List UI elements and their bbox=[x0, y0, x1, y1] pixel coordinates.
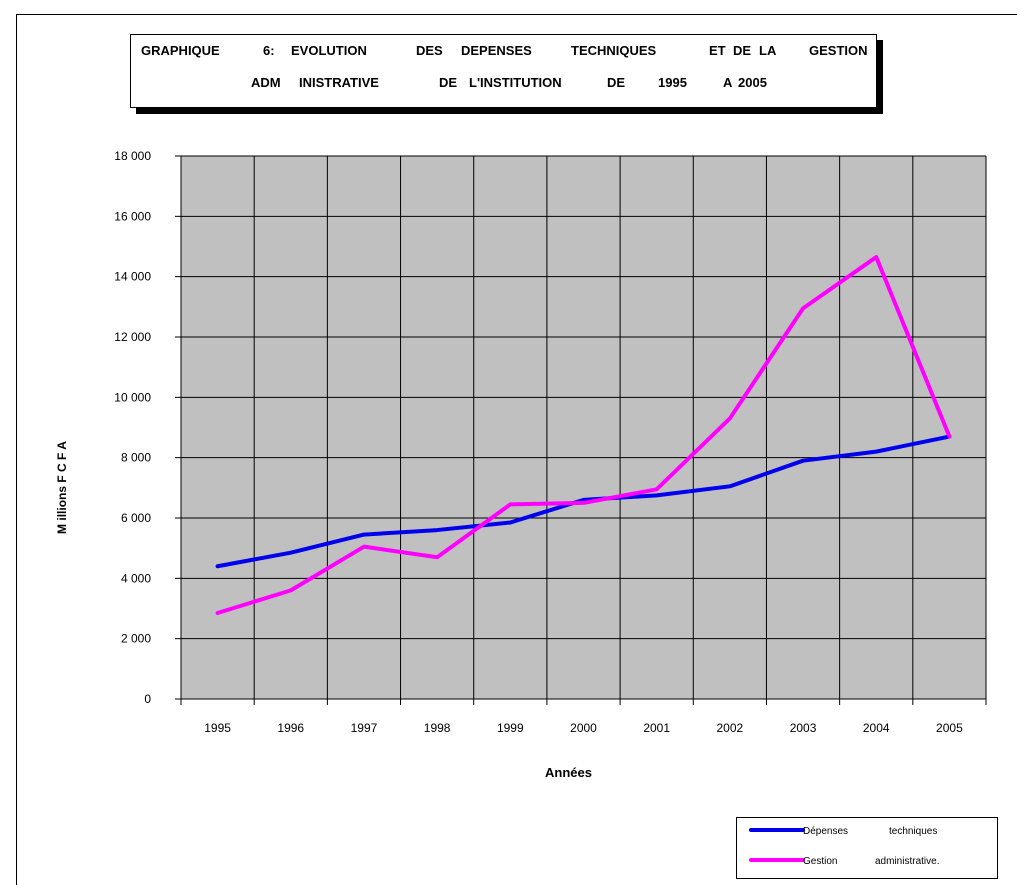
y-tick-label: 6 000 bbox=[121, 511, 151, 525]
title-word: DEPENSES bbox=[461, 43, 532, 58]
data-point bbox=[655, 487, 659, 491]
x-tick-label: 2000 bbox=[570, 721, 597, 735]
legend-label: techniques bbox=[889, 826, 937, 837]
x-tick-label: 2002 bbox=[717, 721, 744, 735]
x-tick-label: 2001 bbox=[643, 721, 670, 735]
data-point bbox=[582, 501, 585, 505]
title-word: INISTRATIVE bbox=[299, 75, 379, 90]
title-word: EVOLUTION bbox=[291, 43, 367, 58]
x-tick-label: 1995 bbox=[204, 721, 231, 735]
x-tick-label: 2004 bbox=[863, 721, 890, 735]
title-word: DE bbox=[439, 75, 457, 90]
data-point bbox=[216, 564, 220, 568]
title-word: 6: bbox=[263, 43, 275, 58]
data-point bbox=[728, 416, 732, 420]
data-point bbox=[947, 435, 951, 439]
title-word: LA bbox=[759, 43, 777, 58]
data-point bbox=[801, 459, 805, 463]
title-word: 2005 bbox=[738, 75, 767, 90]
data-point bbox=[655, 493, 659, 497]
data-point bbox=[874, 450, 878, 454]
x-tick-label: 2003 bbox=[790, 721, 817, 735]
title-word: GRAPHIQUE bbox=[141, 43, 220, 58]
x-tick-label: 2005 bbox=[936, 721, 963, 735]
data-point bbox=[362, 533, 366, 537]
y-tick-label: 8 000 bbox=[121, 451, 151, 465]
y-tick-label: 18 000 bbox=[114, 149, 151, 163]
y-tick-label: 12 000 bbox=[114, 330, 151, 344]
plot-area bbox=[181, 156, 986, 699]
data-point bbox=[582, 498, 585, 502]
legend-items: Dépenses techniques Gestion administrative. bbox=[749, 826, 939, 867]
x-tick-label: 1998 bbox=[424, 721, 451, 735]
title-word: DE bbox=[733, 43, 751, 58]
title-word: ADM bbox=[251, 75, 281, 90]
legend-label: administrative. bbox=[875, 856, 939, 867]
chart-frame bbox=[16, 14, 1017, 885]
data-point bbox=[289, 588, 293, 592]
title-word: TECHNIQUES bbox=[571, 43, 657, 58]
x-axis-title: Années bbox=[545, 765, 592, 780]
chart-title: GRAPHIQUE 6: EVOLUTION DES DEPENSES TECHNIQUE… bbox=[141, 43, 868, 90]
chart-title-box: GRAPHIQUE 6: EVOLUTION DES DEPENSES TECHNIQUE… bbox=[130, 34, 877, 108]
data-point bbox=[435, 555, 439, 559]
data-point bbox=[508, 502, 512, 506]
title-word: L'INSTITUTION bbox=[469, 75, 562, 90]
x-tick-label: 1999 bbox=[497, 721, 524, 735]
data-point bbox=[289, 551, 293, 555]
data-point bbox=[216, 611, 220, 615]
y-tick-label: 4 000 bbox=[121, 571, 151, 585]
y-axis-title: M illions F C F A bbox=[55, 441, 69, 534]
legend: Dépenses techniques Gestion administrative. bbox=[736, 817, 998, 879]
legend-label: Dépenses bbox=[803, 826, 848, 837]
y-tick-label: 0 bbox=[144, 692, 151, 706]
title-word: DES bbox=[416, 43, 443, 58]
data-point bbox=[435, 528, 439, 532]
legend-label: Gestion bbox=[803, 856, 837, 867]
y-tick-label: 14 000 bbox=[114, 270, 151, 284]
y-tick-label: 2 000 bbox=[121, 632, 151, 646]
title-word: DE bbox=[607, 75, 625, 90]
title-word: GESTION bbox=[809, 43, 868, 58]
y-tick-label: 16 000 bbox=[114, 209, 151, 223]
x-tick-label: 1996 bbox=[277, 721, 304, 735]
title-word: 1995 bbox=[658, 75, 687, 90]
data-point bbox=[508, 521, 512, 525]
data-point bbox=[362, 545, 366, 549]
x-tick-label: 1997 bbox=[351, 721, 378, 735]
title-word: ET bbox=[709, 43, 726, 58]
y-tick-label: 10 000 bbox=[114, 390, 151, 404]
data-point bbox=[728, 484, 732, 488]
title-word: A bbox=[723, 75, 733, 90]
data-point bbox=[801, 306, 805, 310]
data-point bbox=[874, 255, 878, 259]
